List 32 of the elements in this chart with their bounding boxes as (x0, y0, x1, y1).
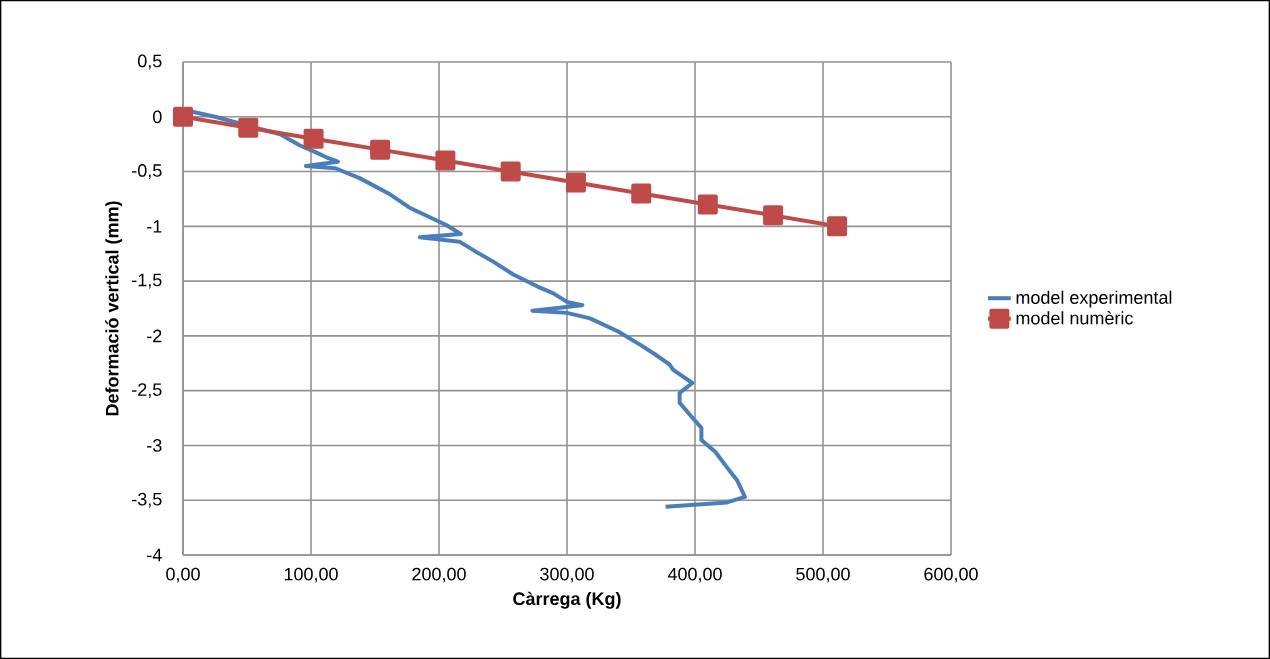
point (565, 172, 586, 193)
legend-label: model numèric (1016, 311, 1133, 325)
legend-label: model experimental (1016, 290, 1172, 308)
x-tick-label: 400,00 (667, 567, 722, 583)
x-tick-label: 0,00 (166, 567, 200, 583)
point (238, 117, 259, 138)
y-tick-label: -4 (147, 548, 162, 562)
y-tick-label: -2 (147, 329, 162, 343)
point (303, 128, 324, 149)
x-tick-label: 500,00 (796, 567, 850, 583)
point (370, 139, 391, 160)
x-axis-title: Càrrega (Kg) (513, 591, 621, 609)
point (500, 161, 521, 182)
y-tick-label: -2,5 (132, 383, 162, 399)
y-axis-title: Deformació vertical (mm) (105, 201, 123, 416)
y-tick-label: 0,5 (137, 54, 162, 70)
point (697, 194, 718, 215)
point (827, 216, 848, 237)
y-tick-label: -3 (147, 439, 162, 452)
y-tick-label: -0,5 (132, 164, 162, 179)
x-tick-label: 600,00 (924, 567, 978, 583)
x-tick-label: 300,00 (540, 567, 594, 583)
point (631, 183, 652, 204)
point (763, 205, 784, 226)
y-tick-label: 0 (153, 110, 162, 124)
y-tick-label: -1 (147, 220, 162, 233)
y-tick-label: -1,5 (132, 273, 162, 289)
x-tick-label: 100,00 (284, 567, 338, 583)
x-tick-label: 200,00 (412, 567, 466, 583)
point (173, 106, 194, 127)
point (435, 150, 456, 171)
y-tick-label: -3,5 (132, 492, 162, 508)
